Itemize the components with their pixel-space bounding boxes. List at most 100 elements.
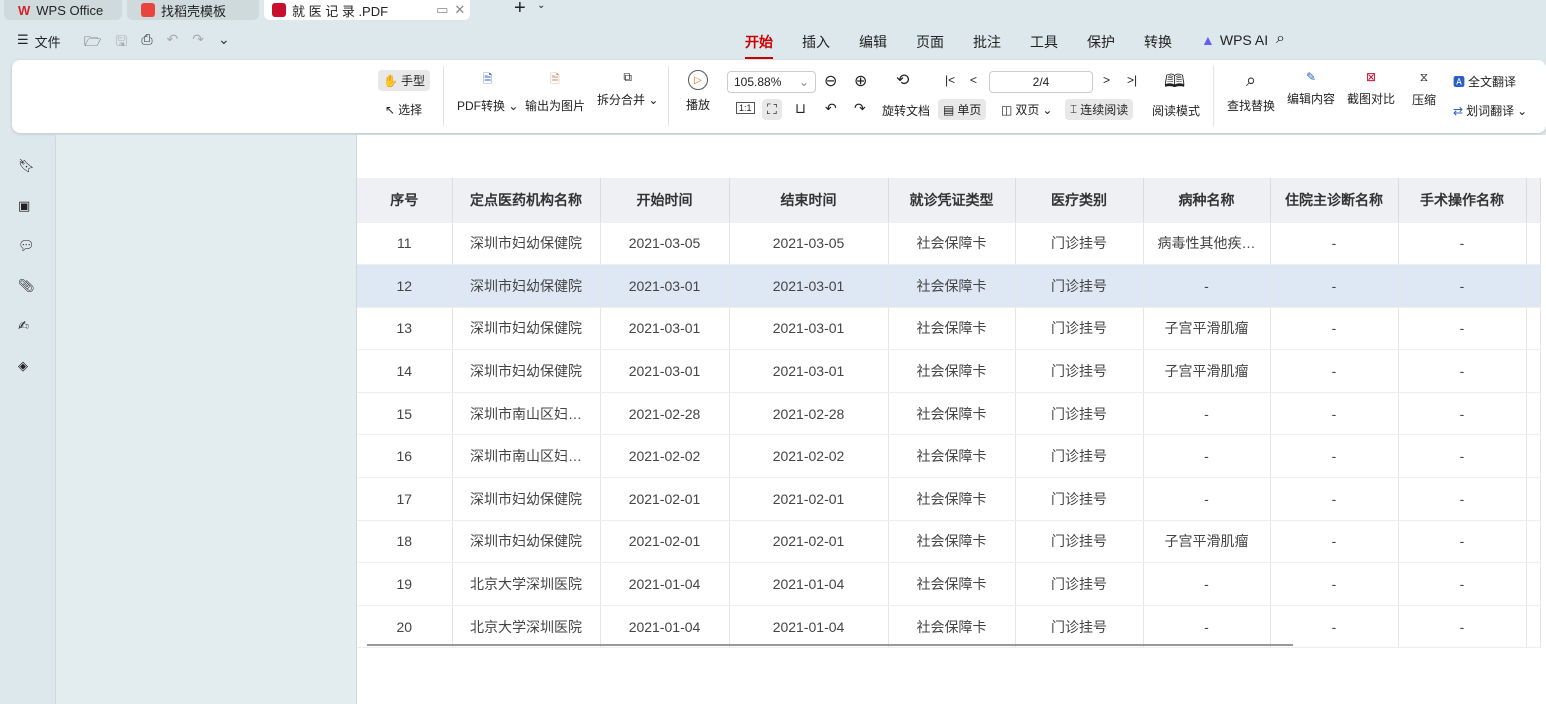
table-cell: 19 <box>357 562 453 606</box>
bookmark-icon[interactable]: 🔖︎ <box>18 158 35 173</box>
table-row: 15 深圳市南山区妇… 2021-02-28 2021-02-28 社会保障卡 门诊挂号 -… <box>357 392 1541 436</box>
menu-edit[interactable]: 编辑 <box>859 34 887 50</box>
column-header: 病种名称 <box>1143 178 1271 223</box>
screenshot-compare-button[interactable]: ⊠ 截图对比 <box>1347 70 1396 106</box>
undo-icon[interactable]: ↶ <box>166 31 179 47</box>
menu-page[interactable]: 页面 <box>916 34 944 50</box>
table-cell: - <box>1143 605 1271 649</box>
more-chevron-icon[interactable]: ⌄ <box>217 31 230 47</box>
attachment-icon[interactable]: 📎︎ <box>18 278 35 293</box>
menu-insert[interactable]: 插入 <box>802 34 830 50</box>
menu-tools[interactable]: 工具 <box>1030 34 1058 50</box>
table-cell: 门诊挂号 <box>1015 477 1144 521</box>
file-menu[interactable]: ☰ 文件 <box>17 32 61 50</box>
table-cell: - <box>1270 392 1399 436</box>
menu-convert[interactable]: 转换 <box>1144 34 1172 50</box>
table-cell: 门诊挂号 <box>1015 520 1144 564</box>
table-cell: - <box>1398 392 1527 436</box>
table-cell: - <box>1398 520 1527 564</box>
reading-mode-icon[interactable]: 🕮 <box>1164 71 1186 91</box>
table-cell-partial <box>1526 520 1541 564</box>
comment-icon[interactable]: 💬︎ <box>18 238 35 253</box>
rotate-left-icon[interactable]: ↶ <box>825 100 837 116</box>
menu-wps-ai[interactable]: ▲ WPS AI <box>1201 32 1269 48</box>
zoom-select[interactable]: 105.88% ⌄ <box>727 71 816 93</box>
tab-wps-office[interactable]: W WPS Office <box>4 0 122 20</box>
table-cell: 门诊挂号 <box>1015 605 1144 649</box>
table-cell: 社会保障卡 <box>888 392 1016 436</box>
table-cell: - <box>1143 392 1271 436</box>
table-cell: 2021-03-01 <box>729 307 889 351</box>
pdf-to-word-icon: 🗎 <box>482 72 493 86</box>
compress-button[interactable]: ⧖ 压缩 <box>1412 70 1437 107</box>
print-icon[interactable]: ⎙ <box>141 31 153 47</box>
redo-icon[interactable]: ↷ <box>192 31 204 47</box>
save-icon[interactable]: 🖫 <box>115 33 128 49</box>
tab-list-chevron-icon[interactable]: ⌄ <box>537 0 546 11</box>
table-cell: - <box>1270 222 1399 266</box>
rotate-icon[interactable]: ⟲ <box>896 72 910 89</box>
word-translate-icon: ⇄ <box>1453 103 1464 118</box>
pdf-convert-button[interactable]: 🗎 PDF转换 ⌄ <box>457 72 519 113</box>
signature-icon[interactable]: ✍︎ <box>18 318 29 333</box>
compare-icon: ⊠ <box>1365 70 1377 84</box>
export-image-button[interactable]: 🗎 输出为图片 <box>525 72 586 113</box>
select-tool-button[interactable]: ↖ 选择 <box>385 102 423 118</box>
word-translate-button[interactable]: ⇄ 划词翻译 ⌄ <box>1453 103 1528 119</box>
next-page-icon[interactable]: > <box>1103 73 1111 87</box>
table-cell: - <box>1270 434 1399 479</box>
full-translate-button[interactable]: 🅰 全文翻译 <box>1453 75 1517 89</box>
table-cell: 门诊挂号 <box>1015 562 1144 606</box>
layers-icon[interactable]: ◈ <box>18 358 28 373</box>
tab-template[interactable]: 找稻壳模板 <box>127 0 259 20</box>
zoom-out-icon[interactable]: ⊖ <box>824 73 838 90</box>
continuous-reading-button[interactable]: ⌶ 连续阅读 <box>1065 99 1134 120</box>
table-cell: 14 <box>357 349 453 393</box>
thumbnail-icon[interactable]: ▣ <box>18 198 31 213</box>
table-cell: 2021-02-28 <box>600 392 730 436</box>
window-icon[interactable]: ▭ <box>436 2 449 17</box>
tab-pdf-document[interactable]: 就 医 记 录 .PDF ▭ ✕ <box>264 0 470 20</box>
single-page-icon: ▤ <box>943 102 955 117</box>
single-page-button[interactable]: ▤ 单页 <box>938 99 987 120</box>
close-tab-icon[interactable]: ✕ <box>454 2 466 17</box>
first-page-icon[interactable]: |< <box>945 73 956 87</box>
table-cell: 2021-02-01 <box>600 520 730 564</box>
open-folder-icon[interactable]: 🗁 <box>84 33 102 49</box>
find-replace-button[interactable]: ⌕ 查找替换 <box>1227 70 1276 113</box>
reading-mode-button[interactable]: 阅读模式 <box>1152 104 1201 118</box>
fit-page-icon[interactable]: ⛶ <box>762 99 782 120</box>
play-button[interactable]: ▷ 播放 <box>686 70 710 113</box>
table-cell: 社会保障卡 <box>888 222 1016 266</box>
table-cell-partial <box>1526 349 1541 393</box>
table-cell: 深圳市妇幼保健院 <box>452 307 601 351</box>
split-merge-button[interactable]: ⧉ 拆分合并 ⌄ <box>597 70 659 107</box>
rotate-right-icon[interactable]: ↷ <box>854 100 866 116</box>
hand-tool-button[interactable]: ✋ 手型 <box>378 70 430 91</box>
table-cell: 门诊挂号 <box>1015 222 1144 266</box>
table-cell: 社会保障卡 <box>888 562 1016 606</box>
table-cell-partial <box>1526 222 1541 266</box>
zoom-in-icon[interactable]: ⊕ <box>854 73 868 90</box>
rotate-document-button[interactable]: 旋转文档 <box>882 104 931 118</box>
menu-annotate[interactable]: 批注 <box>973 34 1001 50</box>
table-cell: 社会保障卡 <box>888 605 1016 649</box>
actual-size-button[interactable]: 1:1 <box>736 102 755 114</box>
menu-protect[interactable]: 保护 <box>1087 34 1115 50</box>
search-icon[interactable]: ⌕ <box>1276 30 1285 47</box>
page-number-input[interactable]: 2/4 <box>989 71 1093 93</box>
table-cell: 深圳市妇幼保健院 <box>452 477 601 521</box>
table-cell: 11 <box>357 222 453 266</box>
double-page-button[interactable]: ◫ 双页 ⌄ <box>1001 102 1053 118</box>
edit-content-button[interactable]: ✎ 编辑内容 <box>1287 70 1336 106</box>
table-cell: 深圳市妇幼保健院 <box>452 520 601 564</box>
table-cell-partial <box>1526 562 1541 606</box>
table-row: 20 北京大学深圳医院 2021-01-04 2021-01-04 社会保障卡 门诊挂号 -… <box>357 605 1541 649</box>
table-cell: - <box>1270 562 1399 606</box>
fit-width-icon[interactable]: ⊔ <box>795 100 806 116</box>
last-page-icon[interactable]: >| <box>1127 73 1138 87</box>
table-cell: 20 <box>357 605 453 649</box>
menu-start[interactable]: 开始 <box>745 34 773 59</box>
prev-page-icon[interactable]: < <box>970 73 978 87</box>
new-tab-button[interactable]: + <box>514 0 526 19</box>
